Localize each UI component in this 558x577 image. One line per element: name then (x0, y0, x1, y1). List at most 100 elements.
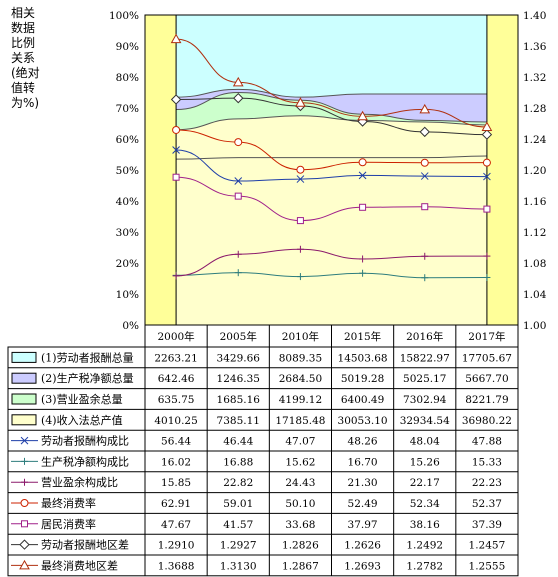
series-point-2 (483, 273, 491, 281)
series-point-6 (233, 92, 244, 104)
table-cell: 52.49 (348, 498, 378, 510)
series-point-1-shape (234, 177, 243, 185)
table-cell: 59.01 (223, 498, 253, 510)
table-cell: 1.2555 (469, 560, 506, 572)
table-cell: 48.26 (348, 436, 378, 448)
table-cell: 16.88 (223, 456, 253, 468)
table-cell: 5019.28 (341, 373, 384, 385)
table-cell: 22.82 (223, 477, 253, 489)
legend-swatch (11, 351, 37, 363)
table-cell: 16.02 (161, 456, 191, 468)
legend-marker (19, 559, 30, 570)
table-cell: 635.75 (158, 394, 195, 406)
series-point-2 (234, 269, 242, 277)
legend-marker (20, 436, 29, 445)
table-cell: 37.39 (472, 519, 502, 531)
table-cell: 36980.22 (462, 415, 512, 427)
table-cell: 1.2693 (344, 560, 381, 572)
table-cell: 15822.97 (400, 352, 450, 364)
series-point-4-shape (296, 165, 305, 174)
series-point-4 (358, 158, 367, 167)
series-point-1 (172, 146, 180, 154)
y-right-tick-label: 1.28 (523, 103, 546, 115)
area-boundary-3 (176, 115, 487, 131)
legend-marker-shape (21, 520, 28, 528)
legend-marker-shape (20, 499, 29, 507)
table-cell: 15.33 (472, 456, 502, 468)
series-point-5-shape (421, 203, 429, 211)
series-point-3 (172, 272, 180, 280)
series-point-7-shape (357, 110, 368, 121)
series-point-4-shape (482, 158, 491, 167)
series-point-1 (483, 172, 491, 181)
y-right-tick-label: 1.16 (523, 196, 547, 208)
series-point-7 (232, 76, 244, 87)
table-cell: 48.04 (410, 436, 440, 448)
table-cell: 17705.67 (462, 352, 512, 364)
table-cell: 6400.49 (341, 394, 384, 406)
y-left-tick-label: 10% (116, 289, 139, 301)
y-left-tick-label: 60% (116, 134, 139, 146)
table-cell: 21.30 (348, 477, 378, 489)
table-cell: 32934.54 (400, 415, 450, 427)
table-cell: 1.2457 (469, 540, 506, 552)
series-point-7 (481, 121, 493, 131)
table-cell: 5025.17 (403, 373, 446, 385)
series-point-7 (357, 110, 368, 121)
table-cell: 1685.16 (217, 394, 261, 406)
table-cell: 4199.12 (279, 394, 322, 406)
series-point-1-shape (296, 175, 305, 183)
series-point-3 (483, 252, 491, 260)
y-left-tick-label: 40% (116, 196, 139, 208)
row-label: 最终消费地区差 (41, 558, 118, 572)
table-cell: 50.10 (285, 498, 315, 510)
edge-band-left (145, 15, 177, 325)
y-right-tick-label: 1.04 (523, 289, 547, 301)
legend-marker (21, 457, 28, 465)
y-right-tick-label: 1.24 (523, 134, 547, 146)
table-cell: 46.44 (223, 436, 253, 448)
y-right-tick-label: 1.00 (523, 320, 546, 332)
category-label: 2000年 (157, 330, 194, 343)
table-cell: 47.07 (285, 436, 315, 448)
table-cell: 37.97 (348, 519, 378, 531)
table-cell: 41.57 (223, 519, 253, 531)
table-cell: 47.88 (472, 436, 502, 448)
row-label: 营业盈余构成比 (41, 475, 118, 489)
table-cell: 52.34 (410, 498, 440, 510)
y-right-tick-label: 1.32 (523, 72, 546, 84)
series-point-4 (172, 125, 181, 134)
legend-marker (21, 520, 28, 528)
table-cell: 1.2867 (282, 560, 319, 572)
series-point-5-shape (359, 203, 367, 211)
table-cell: 1.2927 (220, 540, 257, 552)
legend-swatch (11, 414, 37, 426)
legend-swatch (11, 393, 37, 405)
legend-marker-shape (19, 559, 30, 570)
y-axis-title: 相关数据比例关系(绝对值转为%) (11, 6, 40, 110)
y-right-tick-label: 1.40 (523, 10, 546, 22)
table-cell: 52.37 (472, 498, 502, 510)
series-point-3 (234, 250, 242, 258)
series-point-1 (296, 175, 305, 183)
edge-band-right (486, 15, 518, 325)
series-point-3 (421, 252, 429, 260)
table-cell: 1.2626 (344, 540, 381, 552)
series-point-5 (421, 203, 429, 211)
series-line-5 (176, 176, 487, 222)
row-label: 居民消费率 (41, 517, 96, 531)
table-cell: 15.62 (285, 456, 315, 468)
category-label: 2010年 (282, 330, 319, 343)
area-boundary-1 (176, 88, 487, 98)
row-label: 最终消费率 (41, 496, 96, 510)
series-point-7-shape (419, 103, 431, 114)
row-label: (1)劳动者报酬总量 (41, 350, 134, 364)
table-cell: 2684.50 (279, 373, 322, 385)
series-point-2 (421, 274, 429, 282)
series-point-1 (234, 177, 243, 185)
series-point-6 (419, 126, 430, 138)
row-label: (2)生产税净额总量 (41, 371, 134, 385)
series-point-1 (358, 171, 367, 180)
series-point-4 (234, 138, 243, 147)
